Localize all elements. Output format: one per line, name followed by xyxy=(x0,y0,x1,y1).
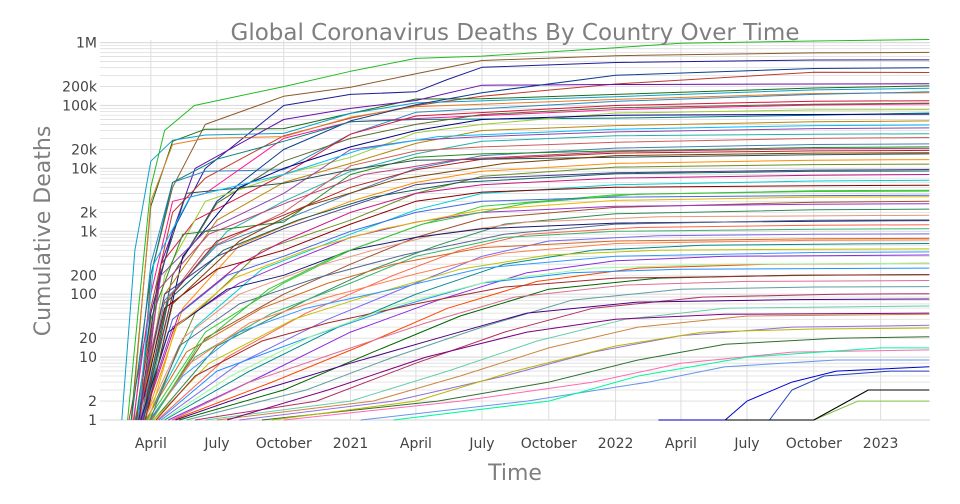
series-line xyxy=(141,109,930,421)
series-line xyxy=(131,92,930,421)
y-tick-label: 1M xyxy=(76,36,97,52)
series-line xyxy=(143,170,930,421)
series-line xyxy=(175,298,930,421)
series-line xyxy=(148,196,930,421)
chart-title: Global Coronavirus Deaths By Country Ove… xyxy=(231,20,800,46)
x-tick-label: 2021 xyxy=(333,436,369,452)
y-axis-title: Cumulative Deaths xyxy=(31,126,56,337)
series-line xyxy=(168,254,930,421)
series-line xyxy=(160,233,930,421)
series-line xyxy=(146,179,930,421)
series-line xyxy=(149,251,930,421)
series-line xyxy=(157,224,930,421)
series-line xyxy=(769,400,930,421)
series-line xyxy=(360,359,930,421)
series-line xyxy=(141,83,930,421)
series-line xyxy=(140,194,930,421)
y-tick-label: 200 xyxy=(70,268,97,284)
series-line xyxy=(272,327,930,421)
series-line xyxy=(393,347,930,421)
series-line xyxy=(128,71,930,421)
series-line xyxy=(127,39,930,421)
x-tick-label: October xyxy=(256,436,312,452)
series-line xyxy=(135,146,930,421)
series-line xyxy=(139,51,930,421)
y-tick-label: 2k xyxy=(80,205,98,221)
series-line xyxy=(132,103,930,421)
series-line xyxy=(149,219,930,421)
series-line xyxy=(151,190,930,421)
x-tick-label: July xyxy=(203,436,229,452)
x-tick-label: October xyxy=(521,436,577,452)
series-line xyxy=(130,112,930,421)
series-line xyxy=(137,124,930,421)
series-line xyxy=(138,153,930,421)
y-tick-label: 100 xyxy=(70,287,97,303)
series-line xyxy=(151,239,930,421)
series-line xyxy=(155,274,930,421)
series-line xyxy=(164,243,930,421)
series-line xyxy=(162,262,930,421)
series-line xyxy=(172,262,930,421)
series-line xyxy=(142,174,930,421)
y-tick-label: 2 xyxy=(88,394,97,410)
series-line xyxy=(216,313,930,421)
series-line xyxy=(144,152,930,421)
series-line xyxy=(145,113,930,421)
series-line xyxy=(153,248,930,421)
y-tick-label: 20k xyxy=(71,142,98,158)
series-line xyxy=(138,120,930,421)
y-tick-label: 1k xyxy=(80,224,98,240)
x-tick-label: October xyxy=(786,436,842,452)
x-tick-label: 2022 xyxy=(598,436,634,452)
series-line xyxy=(140,149,930,421)
series-line xyxy=(145,237,930,421)
x-tick-label: July xyxy=(733,436,759,452)
series-line xyxy=(153,208,930,421)
series-line xyxy=(139,147,930,421)
series-line xyxy=(134,137,930,421)
x-axis-title: Time xyxy=(487,461,542,486)
x-tick-label: April xyxy=(400,436,432,452)
series-line xyxy=(121,87,930,421)
x-tick-label: April xyxy=(665,436,697,452)
series-line xyxy=(135,59,930,421)
series-line xyxy=(261,336,930,421)
x-tick-label: April xyxy=(135,436,167,452)
series-line xyxy=(171,280,930,421)
series-line xyxy=(158,267,930,421)
series-line xyxy=(133,91,930,421)
series-layer xyxy=(121,39,930,421)
series-line xyxy=(205,305,930,421)
grid-layer xyxy=(100,40,930,421)
series-line xyxy=(141,102,930,421)
series-line xyxy=(195,293,930,421)
series-line xyxy=(135,100,930,421)
y-tick-label: 10k xyxy=(71,161,98,177)
x-tick-label: 2023 xyxy=(863,436,899,452)
series-line xyxy=(735,370,930,421)
y-tick-label: 20 xyxy=(79,331,97,347)
series-line xyxy=(725,389,930,421)
x-tick-label: July xyxy=(468,436,494,452)
tick-layer: 1 2 10 20 100 200 1k 2k 10k 20k 100k 200k 1M April Jul… xyxy=(62,36,898,452)
series-line xyxy=(226,312,930,421)
series-line xyxy=(658,366,930,421)
series-line xyxy=(138,184,930,421)
series-line xyxy=(144,159,930,421)
series-line xyxy=(283,349,930,421)
y-tick-label: 100k xyxy=(62,99,98,115)
y-tick-label: 200k xyxy=(62,80,98,96)
series-line xyxy=(137,127,930,421)
series-line xyxy=(143,214,930,421)
y-tick-label: 1 xyxy=(88,413,97,429)
y-tick-label: 10 xyxy=(79,350,97,366)
series-line xyxy=(148,228,930,421)
